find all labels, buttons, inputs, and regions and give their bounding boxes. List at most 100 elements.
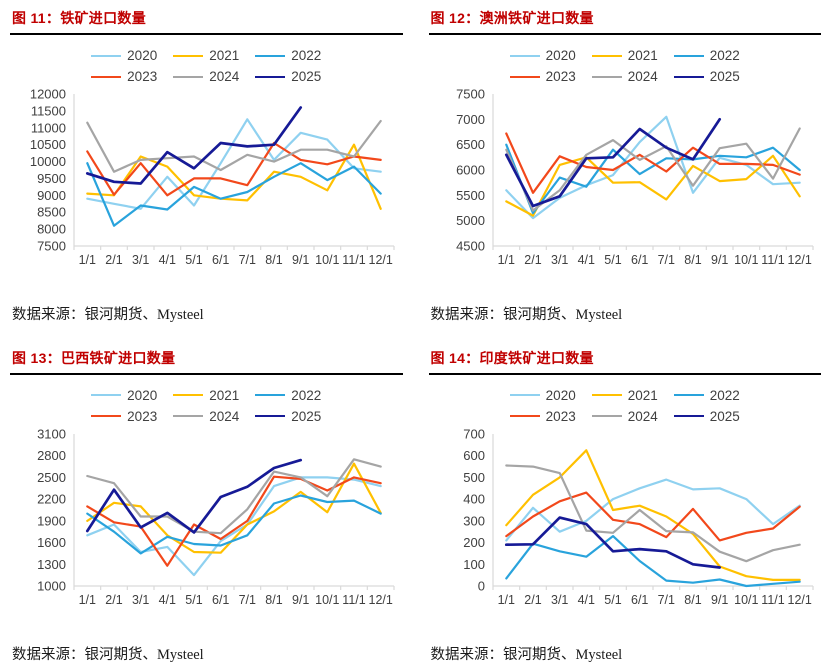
svg-text:1900: 1900 xyxy=(37,513,66,528)
series-line-2025 xyxy=(85,106,303,185)
series-line-2022 xyxy=(504,143,801,215)
svg-text:7/1: 7/1 xyxy=(239,593,256,607)
legend-label: 2025 xyxy=(291,408,322,424)
svg-text:1600: 1600 xyxy=(37,535,66,550)
series-line-2020 xyxy=(504,477,801,542)
legend-item-2023: 2023 xyxy=(509,69,576,84)
svg-text:12/1: 12/1 xyxy=(787,593,811,607)
svg-text:6/1: 6/1 xyxy=(631,593,648,607)
legend-label: 2020 xyxy=(545,387,576,403)
legend-swatch-2020 xyxy=(509,394,540,396)
chart-area: 0 100 200 300 400 500 600 700 1/1 2/1 3/1 4/1 5/1 6/1… xyxy=(429,426,822,623)
series-line-2024 xyxy=(504,127,801,212)
legend-swatch-2021 xyxy=(591,54,622,57)
legend-swatch-2025 xyxy=(255,75,286,78)
legend-label: 2025 xyxy=(709,408,740,424)
svg-text:1/1: 1/1 xyxy=(497,593,514,607)
legend-item-2024: 2024 xyxy=(173,69,239,84)
svg-text:7/1: 7/1 xyxy=(657,253,674,267)
legend-label: 2022 xyxy=(291,48,322,63)
legend-label: 2020 xyxy=(127,48,158,63)
legend-item-2022: 2022 xyxy=(255,48,321,63)
legend-row: 2020 2021 2022 xyxy=(509,387,740,403)
svg-text:4/1: 4/1 xyxy=(577,253,594,267)
svg-text:6500: 6500 xyxy=(456,137,485,152)
legend-swatch-2024 xyxy=(591,75,622,78)
figure-title: 图 14：印度铁矿进口数量 xyxy=(428,346,821,375)
series-line-2020 xyxy=(86,475,382,576)
series-line-2023 xyxy=(86,141,382,197)
svg-text:2/1: 2/1 xyxy=(105,593,122,607)
svg-text:10000: 10000 xyxy=(30,154,66,169)
svg-text:500: 500 xyxy=(463,469,485,484)
data-source-note: 数据来源：银河期货、Mysteel xyxy=(12,646,204,663)
svg-text:7500: 7500 xyxy=(37,239,66,254)
svg-text:10/1: 10/1 xyxy=(315,593,339,607)
legend-swatch-2023 xyxy=(91,415,122,417)
data-source-note: 数据来源：银河期货、Mysteel xyxy=(430,307,623,323)
chart-area: 4500 5000 5500 6000 6500 7000 7500 1/1 2/1 3/1 4/1… xyxy=(429,86,822,283)
legend-item-2025: 2025 xyxy=(673,69,740,84)
figure-title: 图 11：铁矿进口数量 xyxy=(10,6,403,35)
legend-swatch-2021 xyxy=(173,54,204,57)
svg-text:8/1: 8/1 xyxy=(684,253,701,267)
svg-text:5/1: 5/1 xyxy=(185,593,202,607)
svg-text:1/1: 1/1 xyxy=(497,253,514,267)
svg-text:12/1: 12/1 xyxy=(369,253,393,267)
svg-text:5/1: 5/1 xyxy=(604,593,621,607)
series-line-2023 xyxy=(504,132,801,194)
legend-item-2022: 2022 xyxy=(255,388,321,403)
legend-label: 2023 xyxy=(127,69,158,84)
chart-panel-fig12: 图 12：澳洲铁矿进口数量 2020 2021 2022 2023 2024 2025 4… xyxy=(428,6,822,326)
legend-label: 2025 xyxy=(709,69,740,84)
svg-text:8/1: 8/1 xyxy=(265,253,282,267)
series-line-2025 xyxy=(504,117,721,208)
legend-swatch-2023 xyxy=(509,75,540,78)
legend-item-2025: 2025 xyxy=(255,69,321,84)
legend-label: 2022 xyxy=(709,48,740,63)
svg-text:2500: 2500 xyxy=(37,469,66,484)
svg-text:4500: 4500 xyxy=(456,239,485,254)
legend-label: 2025 xyxy=(291,69,322,84)
legend-label: 2024 xyxy=(627,69,658,84)
legend-swatch-2021 xyxy=(591,394,622,396)
legend-swatch-2025 xyxy=(255,415,286,417)
series-line-2022 xyxy=(86,493,382,555)
legend-row: 2023 2024 2025 xyxy=(509,408,740,424)
series-line-2020 xyxy=(504,115,801,220)
series-line-2021 xyxy=(504,448,801,581)
svg-text:10/1: 10/1 xyxy=(734,253,758,267)
legend-label: 2023 xyxy=(545,408,576,424)
legend-item-2024: 2024 xyxy=(173,409,239,424)
legend-swatch-2020 xyxy=(509,54,540,57)
legend-label: 2022 xyxy=(709,387,740,403)
line-chart: 1000 1300 1600 1900 2200 2500 2800 3100 1/1 2/1 3/… xyxy=(37,426,395,607)
legend-row: 2020 2021 2022 xyxy=(509,48,740,63)
series-line-2024 xyxy=(86,457,382,534)
svg-text:4/1: 4/1 xyxy=(577,593,594,607)
svg-text:12/1: 12/1 xyxy=(369,593,393,607)
line-chart: 0 100 200 300 400 500 600 700 1/1 2/1 3/1 4/1 5/1 6/1… xyxy=(463,426,814,607)
figure-title: 图 13：巴西铁矿进口数量 xyxy=(10,346,403,375)
svg-text:3/1: 3/1 xyxy=(551,593,568,607)
legend-item-2020: 2020 xyxy=(91,48,157,63)
svg-text:5000: 5000 xyxy=(456,213,485,228)
legend-swatch-2024 xyxy=(173,415,204,417)
legend-label: 2021 xyxy=(209,48,240,63)
svg-text:4/1: 4/1 xyxy=(159,253,176,267)
chart-panel-fig11: 图 11：铁矿进口数量 2020 2021 2022 2023 2024 2025 750… xyxy=(10,6,403,326)
legend-item-2022: 2022 xyxy=(673,387,740,403)
series-line-2021 xyxy=(86,143,382,210)
series-line-2025 xyxy=(85,458,303,534)
svg-text:600: 600 xyxy=(463,448,485,463)
series-line-2022 xyxy=(86,162,382,227)
svg-text:12000: 12000 xyxy=(30,87,66,102)
legend-label: 2021 xyxy=(209,387,240,403)
svg-text:11/1: 11/1 xyxy=(342,593,365,607)
svg-text:9/1: 9/1 xyxy=(292,593,309,607)
series-line-2021 xyxy=(86,462,382,554)
legend-label: 2024 xyxy=(209,408,240,424)
svg-text:1/1: 1/1 xyxy=(79,253,96,267)
legend-item-2023: 2023 xyxy=(91,69,157,84)
